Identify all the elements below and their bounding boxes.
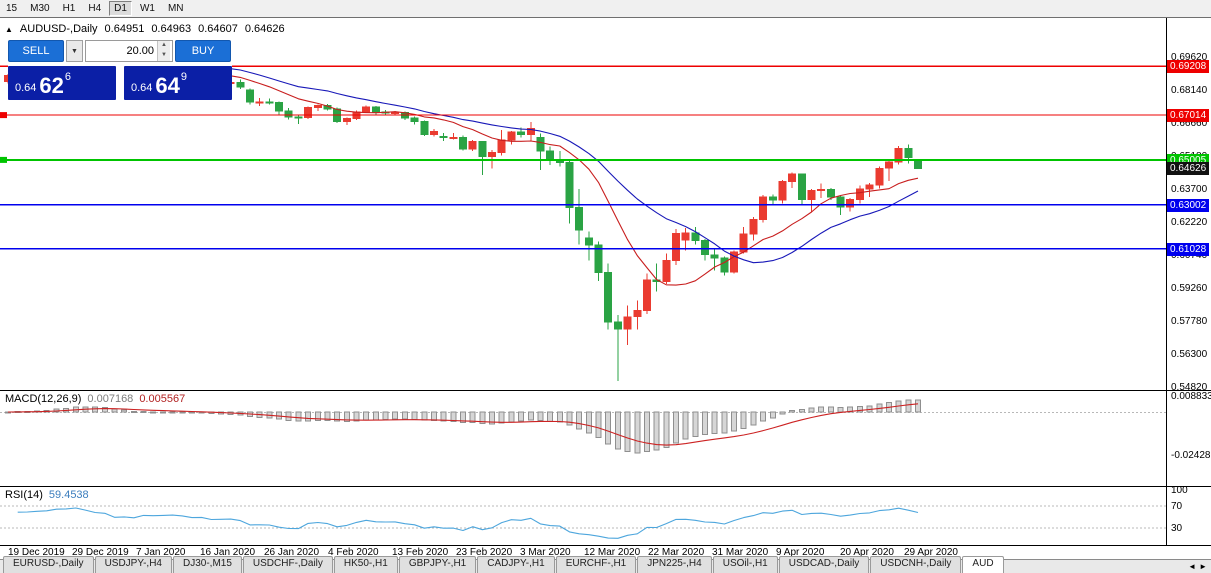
- price-chart-canvas[interactable]: [0, 18, 1211, 546]
- chart-title: ▲ AUDUSD-,Daily 0.64951 0.64963 0.64607 …: [5, 23, 285, 35]
- tab-scroll-right-icon[interactable]: ►: [1199, 562, 1207, 571]
- date-label: 26 Jan 2020: [264, 547, 320, 558]
- date-label: 29 Apr 2020: [904, 547, 958, 558]
- chart-tab-usdcaddaily[interactable]: USDCAD-,Daily: [778, 556, 870, 573]
- chart-tab-jpn225h4[interactable]: JPN225-,H4: [637, 556, 712, 573]
- timeframe-button-15[interactable]: 15: [1, 1, 22, 16]
- ohlc-high: 0.64963: [151, 23, 192, 35]
- volume-spinner: ▲ ▼: [157, 41, 170, 61]
- macd-indicator-label: MACD(12,26,9) 0.007168 0.005567: [5, 393, 185, 405]
- chart-tab-eurchfh1[interactable]: EURCHF-,H1: [555, 556, 637, 573]
- symbol-period-label: AUDUSD-,Daily: [19, 23, 98, 35]
- buy-price-display[interactable]: 0.64 64 9: [124, 66, 232, 100]
- volume-input[interactable]: [86, 41, 157, 61]
- macd-name: MACD(12,26,9): [5, 393, 82, 405]
- chart-tab-aud[interactable]: AUD: [962, 556, 1004, 573]
- timeframe-button-h1[interactable]: H1: [58, 1, 81, 16]
- ohlc-low: 0.64607: [198, 23, 238, 35]
- tab-scroll-left-icon[interactable]: ◄: [1188, 562, 1197, 571]
- buy-price-prefix: 0.64: [131, 82, 153, 94]
- date-label: 16 Jan 2020: [200, 547, 256, 558]
- date-label: 7 Jan 2020: [136, 547, 186, 558]
- volume-dropdown-button[interactable]: ▼: [66, 40, 83, 62]
- chart-tab-eurusddaily[interactable]: EURUSD-,Daily: [3, 556, 94, 573]
- chart-tab-usoilh1[interactable]: USOil-,H1: [712, 556, 778, 573]
- chart-tab-bar: EURUSD-,Daily USDJPY-,H4 DJ30-,M15 USDCHF-,…: [0, 556, 1211, 573]
- date-label: 29 Dec 2019: [72, 547, 129, 558]
- volume-increase-button[interactable]: ▲: [158, 41, 170, 51]
- timeframe-button-w1[interactable]: W1: [135, 1, 160, 16]
- sell-price-big: 62: [39, 73, 64, 98]
- timeframe-button-d1[interactable]: D1: [109, 1, 132, 16]
- date-label: 4 Feb 2020: [328, 547, 379, 558]
- macd-signal-value: 0.005567: [139, 393, 186, 405]
- sell-price-prefix: 0.64: [15, 82, 37, 94]
- macd-main-value: 0.007168: [87, 393, 134, 405]
- chevron-down-icon: ▼: [71, 47, 78, 55]
- chart-tab-usdcnhdaily[interactable]: USDCNH-,Daily: [870, 556, 962, 573]
- rsi-name: RSI(14): [5, 489, 43, 501]
- chart-tab-hk50h1[interactable]: HK50-,H1: [333, 556, 398, 573]
- chart-tabs: EURUSD-,Daily USDJPY-,H4 DJ30-,M15 USDCHF-,…: [3, 556, 1184, 573]
- rsi-value: 59.4538: [48, 489, 89, 501]
- tab-scroll-buttons: ◄ ►: [1184, 562, 1211, 573]
- buy-button[interactable]: BUY: [175, 40, 231, 62]
- chart-tab-usdjpyh4[interactable]: USDJPY-,H4: [94, 556, 172, 573]
- timeframe-button-mn[interactable]: MN: [163, 1, 189, 16]
- volume-field: ▲ ▼: [85, 40, 173, 62]
- sell-price-pip: 6: [64, 71, 72, 83]
- timeframe-button-h4[interactable]: H4: [83, 1, 106, 16]
- one-click-collapse-icon[interactable]: ▲: [5, 24, 13, 34]
- sell-price-display[interactable]: 0.64 62 6: [8, 66, 116, 100]
- chart-tab-usdchfdaily[interactable]: USDCHF-,Daily: [242, 556, 333, 573]
- date-label: 31 Mar 2020: [712, 547, 769, 558]
- volume-decrease-button[interactable]: ▼: [158, 51, 170, 61]
- sell-button[interactable]: SELL: [8, 40, 64, 62]
- date-label: 20 Apr 2020: [840, 547, 894, 558]
- buy-price-pip: 9: [180, 71, 188, 83]
- timeframe-toolbar: 15 M30 H1 H4 D1 W1 MN: [0, 0, 1211, 18]
- date-label: 23 Feb 2020: [456, 547, 513, 558]
- buy-price-big: 64: [155, 73, 180, 98]
- chart-tab-gbpjpyh1[interactable]: GBPJPY-,H1: [398, 556, 477, 573]
- one-click-trading-panel: SELL ▼ ▲ ▼ BUY 0.64 62 6: [8, 40, 232, 102]
- date-label: 3 Mar 2020: [520, 547, 571, 558]
- chart-window[interactable]: ▲ AUDUSD-,Daily 0.64951 0.64963 0.64607 …: [0, 18, 1211, 546]
- date-label: 9 Apr 2020: [776, 547, 825, 558]
- ohlc-close: 0.64626: [244, 23, 285, 35]
- date-axis[interactable]: 19 Dec 2019 29 Dec 2019 7 Jan 2020 16 Jan 2…: [0, 546, 1211, 559]
- chart-tab-dj30m15[interactable]: DJ30-,M15: [173, 556, 242, 573]
- date-label: 22 Mar 2020: [648, 547, 705, 558]
- date-label: 13 Feb 2020: [392, 547, 449, 558]
- date-label: 12 Mar 2020: [584, 547, 641, 558]
- timeframe-button-m30[interactable]: M30: [25, 1, 54, 16]
- ohlc-open: 0.64951: [104, 23, 145, 35]
- date-label: 19 Dec 2019: [8, 547, 65, 558]
- chart-tab-cadjpyh1[interactable]: CADJPY-,H1: [477, 556, 555, 573]
- rsi-indicator-label: RSI(14) 59.4538: [5, 489, 89, 501]
